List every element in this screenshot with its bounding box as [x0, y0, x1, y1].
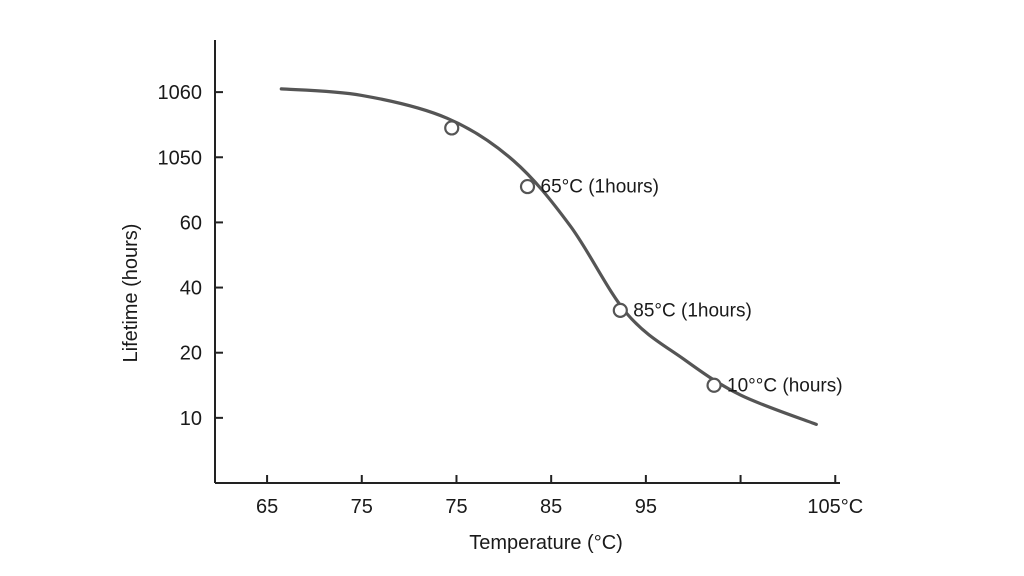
lifetime-curve — [279, 87, 818, 426]
x-tick-label: 105°C — [807, 496, 863, 518]
data-point-marker — [612, 302, 628, 318]
x-axis-title: Temperature (°C) — [469, 532, 623, 554]
axes — [214, 40, 840, 484]
point-annotation: 85°C (1hours) — [633, 300, 751, 321]
x-axis-ticks: 65 75 75 85 95 105°C — [256, 475, 863, 518]
y-tick-label: 10 — [180, 408, 202, 430]
data-point-marker — [444, 120, 460, 136]
data-point-marker — [706, 377, 722, 393]
data-point-marker — [519, 178, 536, 195]
curve-layer — [279, 87, 818, 426]
x-tick-label: 65 — [256, 496, 278, 518]
x-tick-label: 95 — [635, 496, 657, 518]
y-tick-label: 20 — [180, 343, 202, 365]
point-annotation: 65°C (1hours) — [541, 177, 659, 198]
y-tick-label: 40 — [180, 278, 202, 300]
y-tick-label: 60 — [180, 212, 202, 234]
y-tick-label: 1050 — [158, 147, 203, 169]
y-axis-title: Lifetime (hours) — [120, 224, 142, 363]
x-tick-label: 75 — [351, 496, 373, 518]
x-tick-label: 75 — [445, 496, 467, 518]
y-tick-label: 1060 — [158, 82, 203, 104]
marker-layer: 65°C (1hours) 85°C (1hours) 10°°C (hours) — [444, 120, 843, 396]
x-tick-label: 85 — [540, 496, 562, 518]
point-annotation: 10°°C (hours) — [727, 375, 843, 396]
y-axis-ticks: 10 20 40 60 1050 1060 — [158, 82, 223, 430]
